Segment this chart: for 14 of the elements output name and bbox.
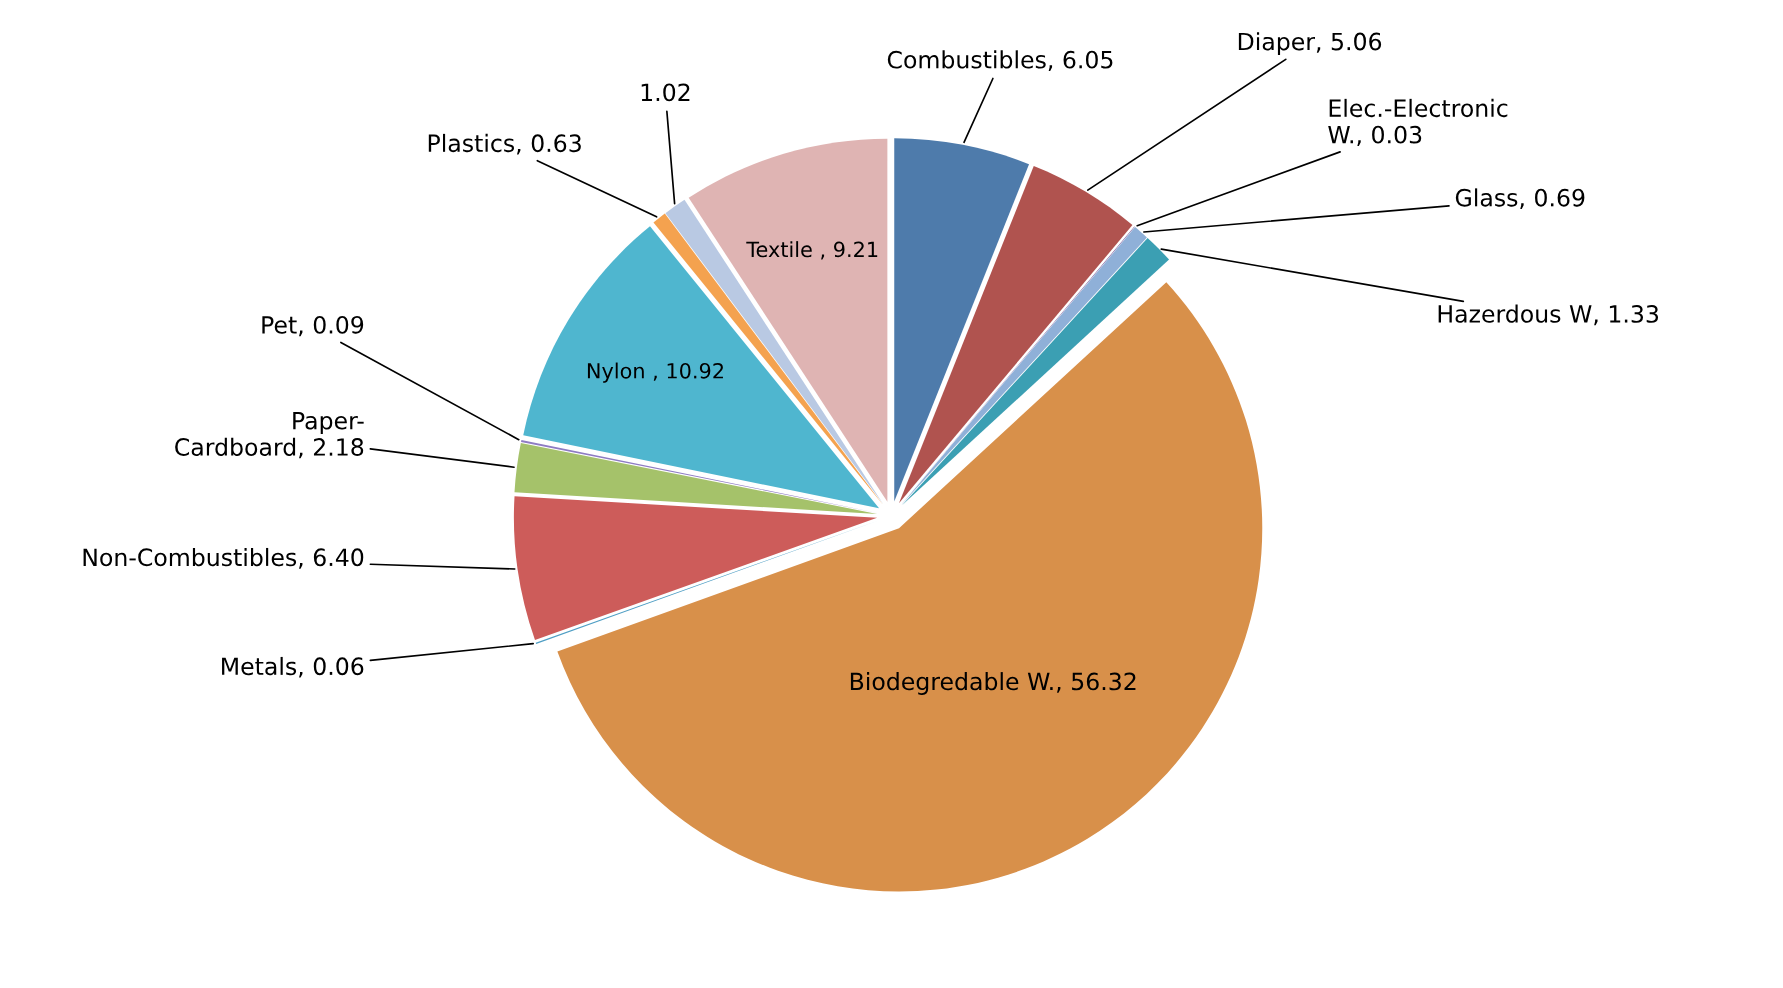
slice-label: Non-Combustibles, 6.40 — [83, 547, 364, 569]
slice-label: Elec.-Electronic W., 0.03 — [1328, 98, 1508, 146]
slice-label: Textile , 9.21 — [746, 241, 878, 260]
slice-label: Biodegredable W., 56.32 — [850, 672, 1136, 695]
slice-label: Glass, 0.69 — [1455, 188, 1585, 210]
slice-label: Hazerdous W, 1.33 — [1438, 304, 1659, 326]
slice-label: Plastics, 0.63 — [428, 133, 581, 155]
slice-label: Metals, 0.06 — [222, 656, 364, 678]
slice-label: Nylon , 10.92 — [587, 362, 723, 383]
slice-label: Combustibles, 6.05 — [887, 50, 1113, 72]
data-label: 1.02 — [641, 83, 690, 102]
slice-label: Diaper, 5.06 — [1238, 32, 1382, 56]
slice-label: Paper-Cardboard, 2.18 — [175, 411, 364, 459]
slice-label: Pet, 0.09 — [262, 315, 364, 337]
